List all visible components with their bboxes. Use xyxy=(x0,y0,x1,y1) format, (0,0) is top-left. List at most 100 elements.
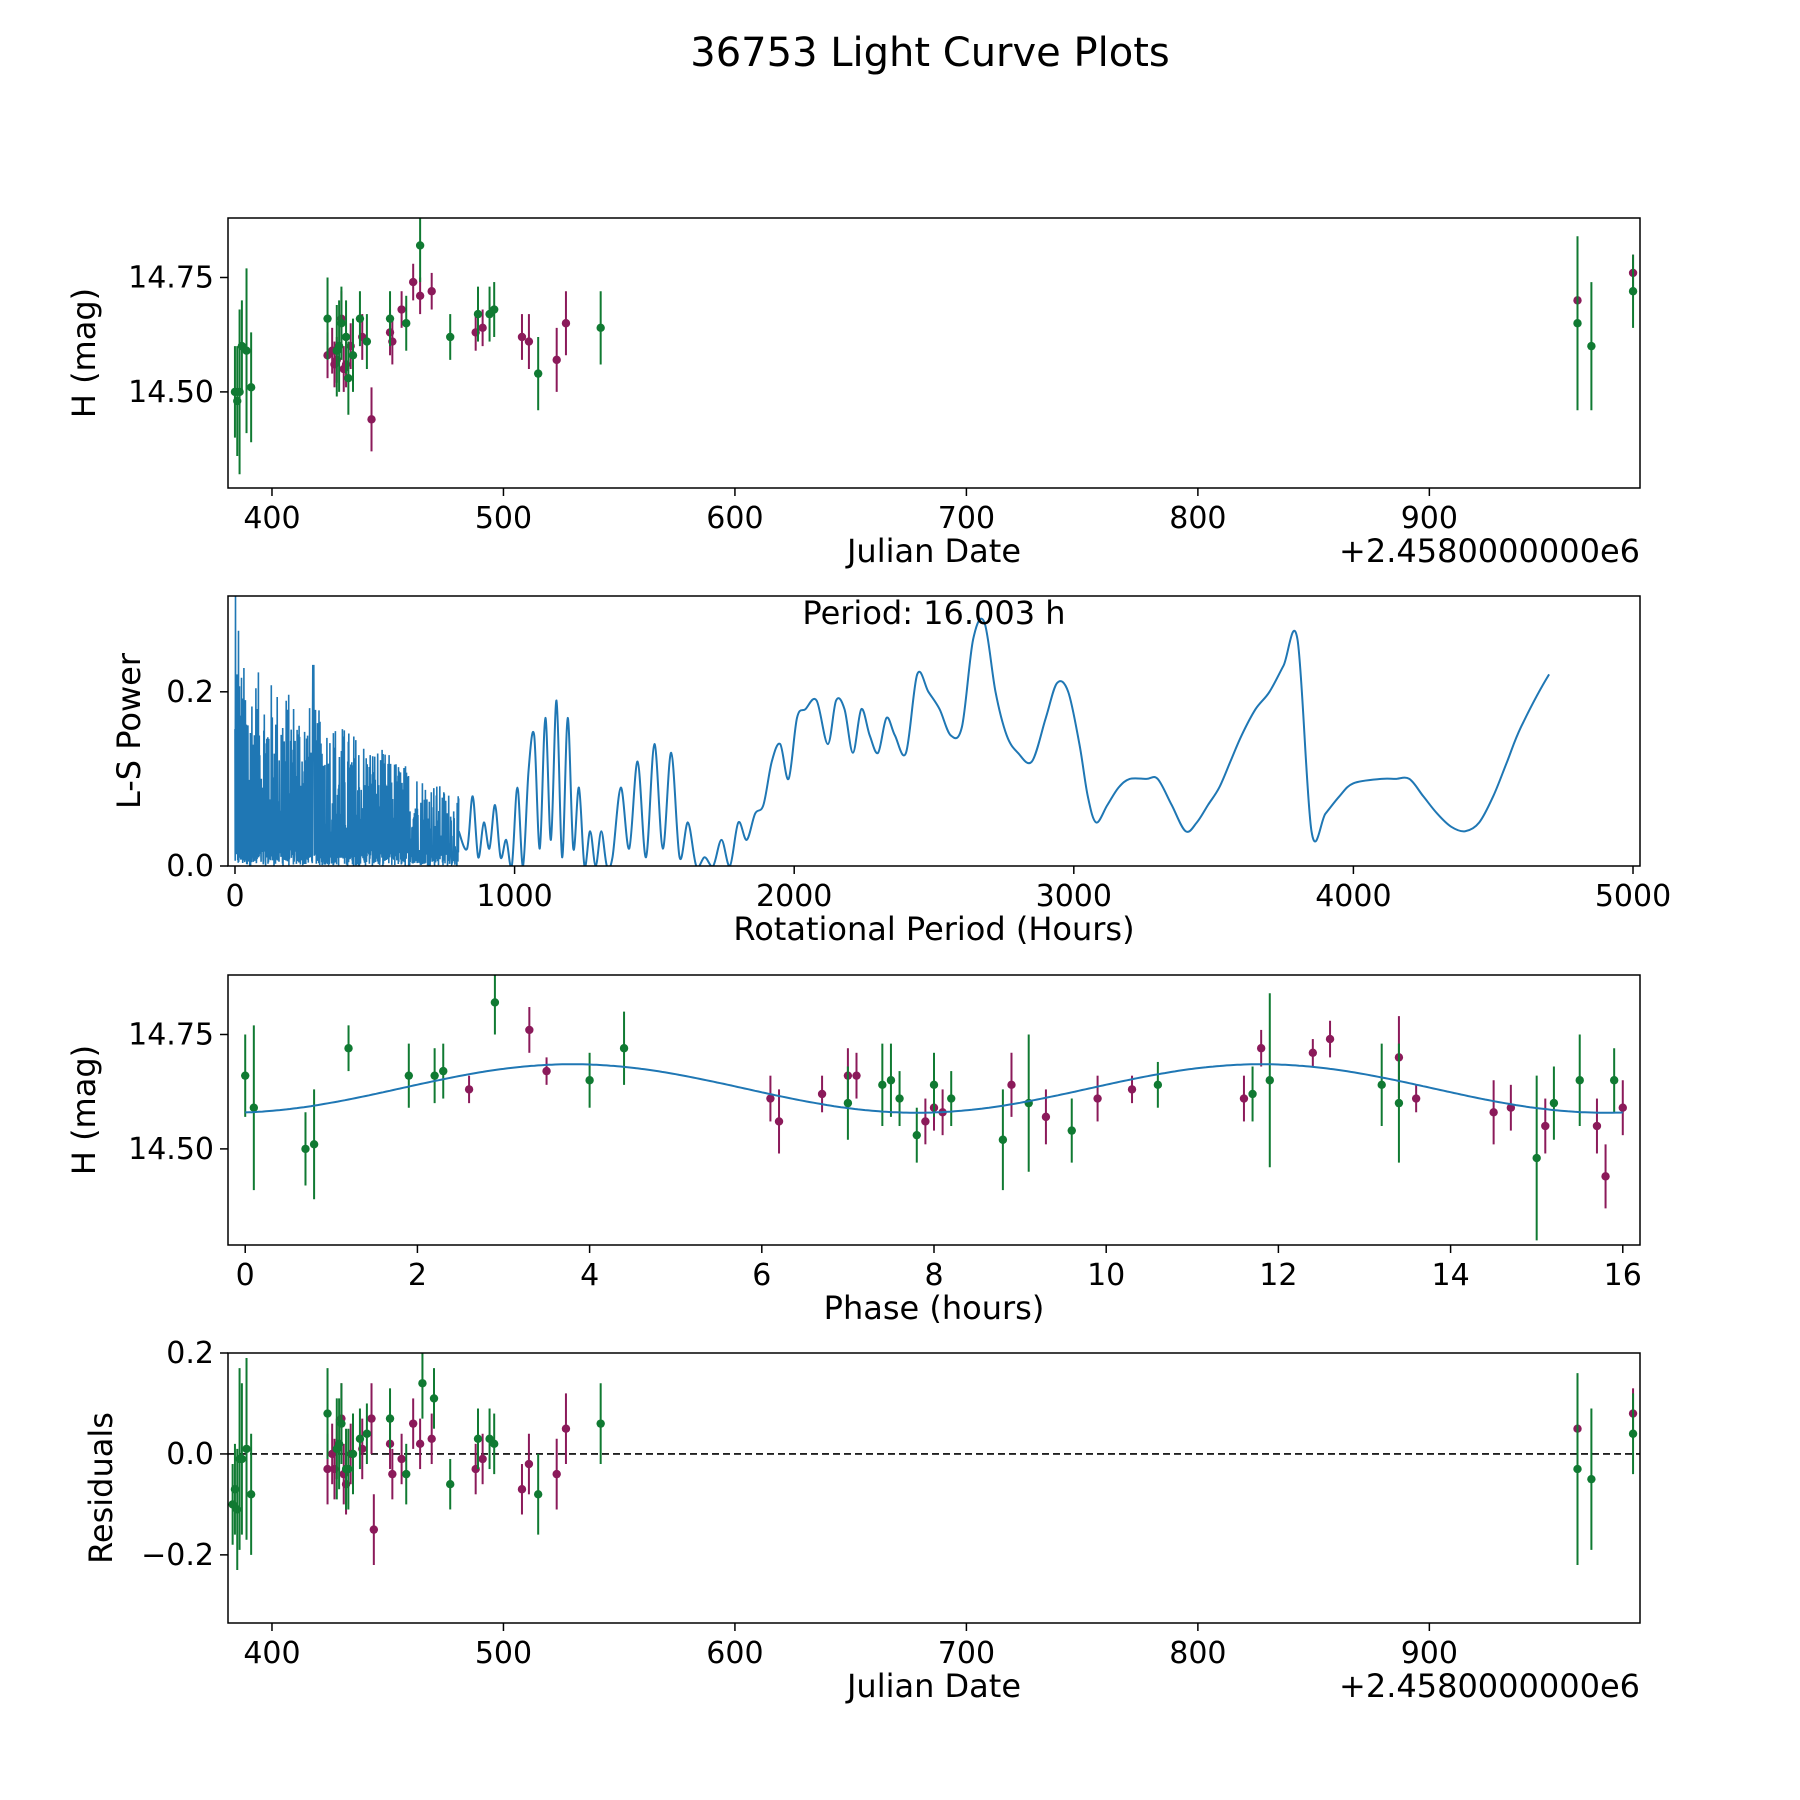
periodogram-panel: Period: 16.003 h 0 1000 2000 3000 4000 5000 0.0… xyxy=(110,594,1671,948)
data-point xyxy=(323,1409,332,1418)
data-point xyxy=(619,1044,629,1053)
data-point xyxy=(1153,1080,1163,1090)
y-tick-label: 0.2 xyxy=(166,675,214,710)
x-tick-label: 3000 xyxy=(1036,879,1112,914)
x-tick-label: 2000 xyxy=(756,879,832,914)
y-tick-label: 14.50 xyxy=(128,1132,214,1167)
data-point xyxy=(1587,1474,1596,1484)
data-point xyxy=(408,1419,418,1428)
series-filter-2 xyxy=(230,218,1638,475)
x-tick-label: 500 xyxy=(475,501,532,536)
y-axis-label: H (mag) xyxy=(65,288,103,418)
data-point xyxy=(1628,287,1638,296)
data-point xyxy=(439,1066,448,1076)
data-point xyxy=(478,323,487,333)
data-point xyxy=(344,373,353,383)
data-point xyxy=(1601,1172,1610,1181)
data-point xyxy=(473,309,483,319)
data-point xyxy=(1575,1076,1584,1085)
fit-curve xyxy=(245,1063,1623,1114)
x-axis-label: Phase (hours) xyxy=(824,1289,1045,1327)
data-point xyxy=(385,314,395,323)
data-point xyxy=(337,1419,346,1428)
data-point xyxy=(1506,1103,1516,1112)
data-point xyxy=(344,1044,353,1053)
data-point xyxy=(367,1414,376,1423)
data-point xyxy=(1265,1076,1274,1085)
y-tick-label: 0.0 xyxy=(166,849,214,884)
data-point xyxy=(362,1429,372,1438)
data-point xyxy=(388,1469,397,1479)
data-point xyxy=(427,287,436,296)
data-point xyxy=(525,1025,534,1035)
data-point xyxy=(446,332,455,342)
data-point xyxy=(1067,1126,1076,1135)
x-tick-label: 4000 xyxy=(1315,879,1391,914)
data-point xyxy=(1549,1098,1559,1108)
data-point xyxy=(309,1140,319,1149)
data-point xyxy=(404,1071,414,1080)
data-point xyxy=(323,314,332,323)
data-point xyxy=(415,241,425,250)
data-point xyxy=(355,1434,365,1443)
data-point xyxy=(473,1434,483,1443)
data-point xyxy=(929,1080,939,1090)
data-point xyxy=(429,1394,439,1403)
residuals-panel: 400 500 600 700 800 900 −0.2 0.0 0.2 Julian Date R… xyxy=(82,1336,1641,1705)
plot-area xyxy=(241,975,1627,1241)
data-point xyxy=(1573,1464,1582,1474)
data-point xyxy=(415,291,425,300)
data-point xyxy=(542,1066,551,1076)
data-point xyxy=(533,1490,543,1499)
plot-area xyxy=(230,218,1638,475)
data-point xyxy=(533,369,543,378)
data-point xyxy=(402,319,411,328)
data-point xyxy=(998,1135,1008,1144)
series-filter-1 xyxy=(323,1378,1638,1565)
data-point xyxy=(524,1459,534,1469)
data-point xyxy=(341,332,351,342)
data-point xyxy=(596,1419,605,1428)
x-tick-label: 600 xyxy=(706,1636,763,1671)
data-point xyxy=(1127,1085,1137,1094)
figure-title: 36753 Light Curve Plots xyxy=(690,30,1169,76)
data-point xyxy=(397,1454,406,1464)
data-point xyxy=(367,415,376,424)
data-point xyxy=(249,1103,259,1112)
data-point xyxy=(489,305,499,314)
x-tick-label: 500 xyxy=(475,1636,532,1671)
x-tick-label: 16 xyxy=(1604,1258,1642,1293)
data-point xyxy=(362,337,372,346)
data-point xyxy=(337,319,346,328)
data-point xyxy=(1541,1121,1550,1131)
data-point xyxy=(517,1485,527,1494)
x-tick-label: 700 xyxy=(938,501,995,536)
y-tick-label: 0.0 xyxy=(166,1437,214,1472)
data-point xyxy=(418,1379,427,1388)
series-filter-1 xyxy=(464,1007,1627,1209)
data-point xyxy=(1256,1044,1266,1053)
plot-area xyxy=(234,596,1550,866)
series-filter-2 xyxy=(228,1353,1638,1571)
data-point xyxy=(427,1434,436,1443)
data-point xyxy=(895,1094,904,1103)
axes-frame xyxy=(227,595,1641,867)
data-point xyxy=(348,1449,358,1459)
data-point xyxy=(1628,1429,1638,1438)
x-tick-label: 0 xyxy=(236,1258,255,1293)
x-offset-label: +2.4580000000e6 xyxy=(1339,532,1640,570)
data-point xyxy=(1394,1098,1404,1108)
series-filter-2 xyxy=(241,975,1619,1241)
data-point xyxy=(517,332,527,342)
data-point xyxy=(1532,1153,1541,1163)
data-point xyxy=(246,1490,256,1499)
x-offset-label: +2.4580000000e6 xyxy=(1339,1667,1640,1705)
x-tick-label: 4 xyxy=(580,1258,599,1293)
data-point xyxy=(561,1424,571,1433)
data-point xyxy=(1618,1103,1627,1112)
data-point xyxy=(1093,1094,1102,1103)
x-tick-label: 0 xyxy=(225,879,244,914)
data-point xyxy=(489,1439,499,1449)
data-point xyxy=(1411,1094,1421,1103)
